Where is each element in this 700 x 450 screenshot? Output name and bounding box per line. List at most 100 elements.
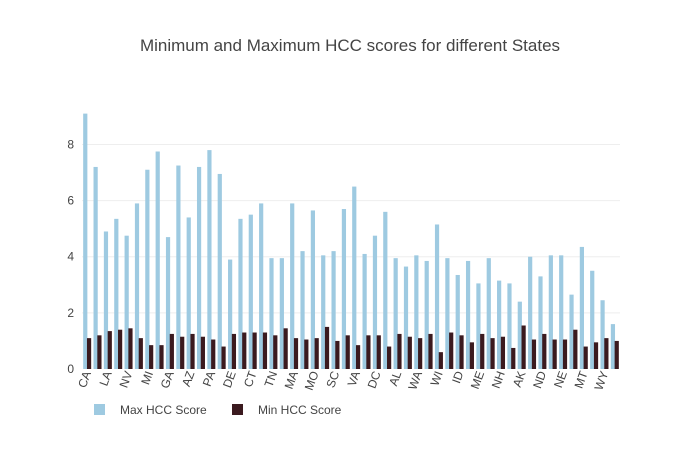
max-score-bar[interactable] bbox=[424, 260, 429, 369]
min-score-bar[interactable] bbox=[149, 345, 154, 369]
min-score-bar[interactable] bbox=[542, 333, 547, 369]
max-score-bar[interactable] bbox=[414, 255, 419, 369]
max-score-bar[interactable] bbox=[290, 203, 295, 369]
min-score-bar[interactable] bbox=[128, 328, 133, 369]
min-score-bar[interactable] bbox=[531, 339, 537, 369]
min-score-bar[interactable] bbox=[397, 333, 402, 369]
min-score-bar[interactable] bbox=[107, 331, 112, 369]
max-score-bar[interactable] bbox=[331, 251, 336, 369]
min-score-bar[interactable] bbox=[86, 338, 92, 369]
max-score-bar[interactable] bbox=[590, 270, 595, 369]
min-score-bar[interactable] bbox=[614, 340, 619, 369]
min-score-bar[interactable] bbox=[335, 340, 340, 369]
max-score-bar[interactable] bbox=[403, 266, 409, 369]
min-score-bar[interactable] bbox=[428, 333, 433, 369]
min-score-bar[interactable] bbox=[459, 335, 464, 369]
max-score-bar[interactable] bbox=[559, 255, 564, 369]
max-score-bar[interactable] bbox=[393, 258, 398, 369]
max-score-bar[interactable] bbox=[134, 203, 140, 369]
min-score-bar[interactable] bbox=[242, 332, 247, 369]
max-score-bar[interactable] bbox=[310, 210, 315, 369]
min-score-bar[interactable] bbox=[500, 336, 506, 369]
max-score-bar[interactable] bbox=[155, 151, 160, 370]
max-score-bar[interactable] bbox=[352, 186, 357, 369]
min-score-bar[interactable] bbox=[449, 332, 454, 369]
min-score-bar[interactable] bbox=[562, 339, 568, 369]
max-score-bar[interactable] bbox=[465, 260, 471, 369]
max-score-bar[interactable] bbox=[196, 166, 202, 369]
min-score-bar[interactable] bbox=[418, 338, 423, 369]
min-score-bar[interactable] bbox=[511, 347, 516, 369]
min-score-bar[interactable] bbox=[211, 339, 216, 369]
min-score-bar[interactable] bbox=[97, 335, 102, 369]
max-score-bar[interactable] bbox=[341, 209, 347, 369]
legend-item[interactable]: Min HCC Score bbox=[232, 403, 342, 417]
min-score-bar[interactable] bbox=[583, 346, 588, 369]
max-score-bar[interactable] bbox=[124, 235, 129, 369]
min-score-bar[interactable] bbox=[169, 333, 174, 369]
max-score-bar[interactable] bbox=[83, 113, 88, 369]
max-score-bar[interactable] bbox=[383, 211, 388, 369]
min-score-bar[interactable] bbox=[324, 326, 330, 369]
min-score-bar[interactable] bbox=[293, 338, 299, 369]
min-score-bar[interactable] bbox=[273, 335, 278, 369]
max-score-bar[interactable] bbox=[186, 217, 191, 369]
max-score-bar[interactable] bbox=[362, 253, 367, 369]
min-score-bar[interactable] bbox=[190, 333, 195, 369]
min-score-bar[interactable] bbox=[387, 346, 392, 369]
min-score-bar[interactable] bbox=[521, 325, 526, 370]
legend[interactable]: Max HCC Score Min HCC Score bbox=[94, 403, 342, 417]
min-score-bar[interactable] bbox=[480, 333, 485, 369]
max-score-bar[interactable] bbox=[165, 237, 171, 369]
max-score-bar[interactable] bbox=[238, 218, 243, 369]
max-score-bar[interactable] bbox=[93, 166, 98, 369]
min-score-bar[interactable] bbox=[314, 338, 319, 369]
min-score-bar[interactable] bbox=[180, 336, 185, 369]
min-score-bar[interactable] bbox=[283, 328, 288, 369]
min-score-bar[interactable] bbox=[221, 346, 226, 369]
max-score-bar[interactable] bbox=[434, 224, 440, 369]
max-score-bar[interactable] bbox=[600, 300, 605, 369]
max-score-bar[interactable] bbox=[507, 283, 512, 369]
min-score-bar[interactable] bbox=[262, 332, 268, 369]
max-score-bar[interactable] bbox=[579, 246, 584, 369]
max-score-bar[interactable] bbox=[300, 251, 305, 369]
min-score-bar[interactable] bbox=[355, 345, 361, 369]
min-score-bar[interactable] bbox=[118, 329, 123, 369]
max-score-bar[interactable] bbox=[455, 274, 460, 369]
min-score-bar[interactable] bbox=[159, 345, 164, 369]
max-score-bar[interactable] bbox=[610, 324, 616, 369]
max-score-bar[interactable] bbox=[248, 214, 253, 369]
min-score-bar[interactable] bbox=[438, 352, 443, 369]
min-score-bar[interactable] bbox=[573, 329, 578, 369]
min-score-bar[interactable] bbox=[231, 333, 237, 369]
min-score-bar[interactable] bbox=[552, 339, 557, 369]
min-score-bar[interactable] bbox=[138, 338, 143, 369]
max-score-bar[interactable] bbox=[145, 169, 150, 369]
min-score-bar[interactable] bbox=[376, 335, 381, 369]
max-score-bar[interactable] bbox=[548, 255, 553, 369]
max-score-bar[interactable] bbox=[103, 231, 109, 369]
max-score-bar[interactable] bbox=[114, 218, 119, 369]
max-score-bar[interactable] bbox=[486, 258, 491, 369]
legend-item[interactable]: Max HCC Score bbox=[94, 403, 207, 417]
max-score-bar[interactable] bbox=[207, 150, 212, 369]
max-score-bar[interactable] bbox=[279, 258, 284, 369]
max-score-bar[interactable] bbox=[476, 283, 481, 369]
min-score-bar[interactable] bbox=[490, 338, 495, 369]
max-score-bar[interactable] bbox=[372, 235, 378, 369]
min-score-bar[interactable] bbox=[469, 342, 474, 369]
max-score-bar[interactable] bbox=[217, 173, 222, 369]
max-score-bar[interactable] bbox=[497, 280, 502, 369]
max-score-bar[interactable] bbox=[528, 256, 533, 369]
min-score-bar[interactable] bbox=[593, 342, 599, 369]
min-score-bar[interactable] bbox=[407, 336, 412, 369]
min-score-bar[interactable] bbox=[200, 336, 205, 369]
min-score-bar[interactable] bbox=[252, 332, 257, 369]
min-score-bar[interactable] bbox=[345, 335, 350, 369]
max-score-bar[interactable] bbox=[445, 258, 450, 369]
max-score-bar[interactable] bbox=[228, 259, 233, 369]
max-score-bar[interactable] bbox=[569, 294, 574, 369]
min-score-bar[interactable] bbox=[604, 338, 609, 369]
min-score-bar[interactable] bbox=[304, 339, 309, 369]
